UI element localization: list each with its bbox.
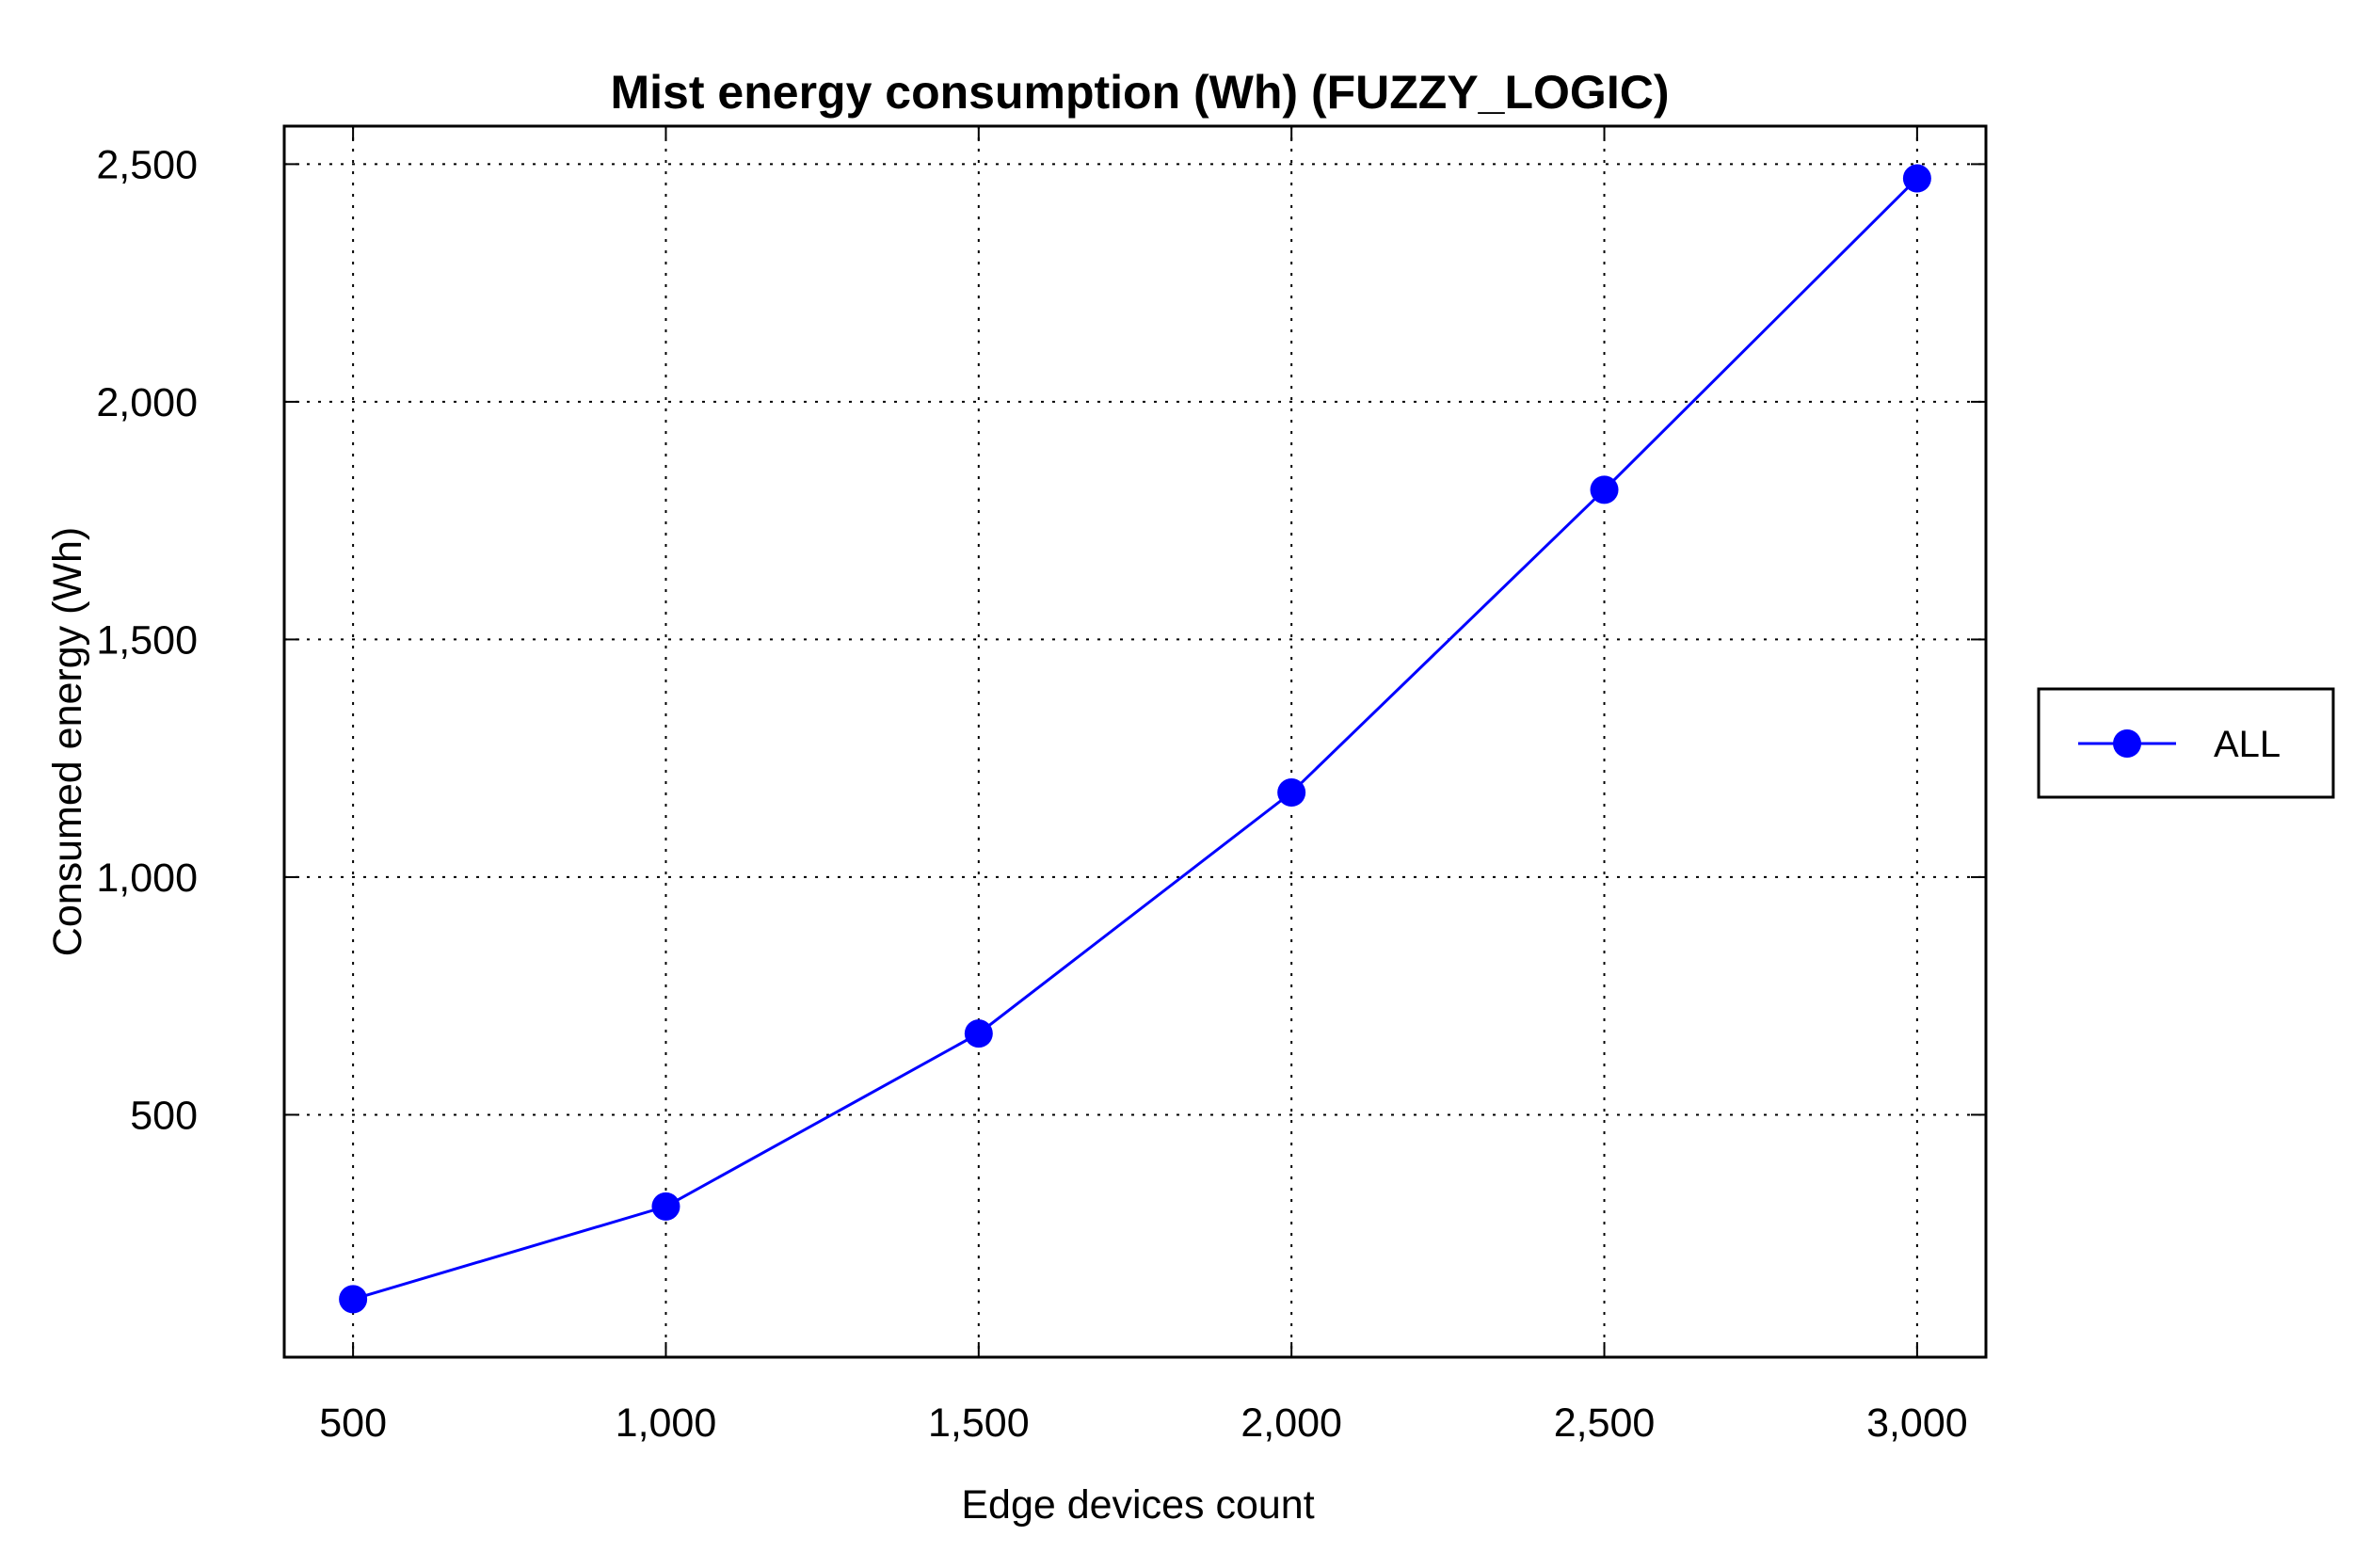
data-point <box>964 1019 993 1048</box>
data-point <box>1277 778 1306 808</box>
ticks: 500 1,000 1,500 2,000 2,500 3,000 500 1,000 1,50… <box>96 126 1986 1446</box>
x-tick-label: 500 <box>319 1400 387 1446</box>
data-point <box>651 1192 680 1221</box>
x-tick-label: 2,000 <box>1241 1400 1342 1446</box>
y-tick-label: 500 <box>130 1093 198 1138</box>
legend: ALL <box>2037 687 2335 799</box>
grid <box>284 126 1986 1357</box>
series-line <box>352 177 1918 1301</box>
x-tick-label: 1,500 <box>928 1400 1030 1446</box>
y-tick-label: 2,000 <box>96 380 198 425</box>
x-tick-label: 3,000 <box>1866 1400 1968 1446</box>
y-axis-label: Consumed energy (Wh) <box>45 527 90 956</box>
x-tick-label: 1,000 <box>616 1400 717 1446</box>
y-tick-label: 2,500 <box>96 142 198 187</box>
plot-frame <box>282 124 1988 1359</box>
series-layer <box>339 164 1931 1314</box>
x-axis-label: Edge devices count <box>961 1482 1314 1528</box>
data-point <box>1590 475 1619 504</box>
data-point <box>339 1285 368 1314</box>
chart-title: Mist energy consumption (Wh) (FUZZY_LOGI… <box>611 66 1670 119</box>
x-tick-label: 2,500 <box>1554 1400 1656 1446</box>
legend-label: ALL <box>2214 724 2281 765</box>
y-tick-label: 1,500 <box>96 617 198 663</box>
y-tick-label: 1,000 <box>96 856 198 901</box>
legend-marker <box>2113 729 2141 758</box>
data-point <box>1902 164 1931 193</box>
